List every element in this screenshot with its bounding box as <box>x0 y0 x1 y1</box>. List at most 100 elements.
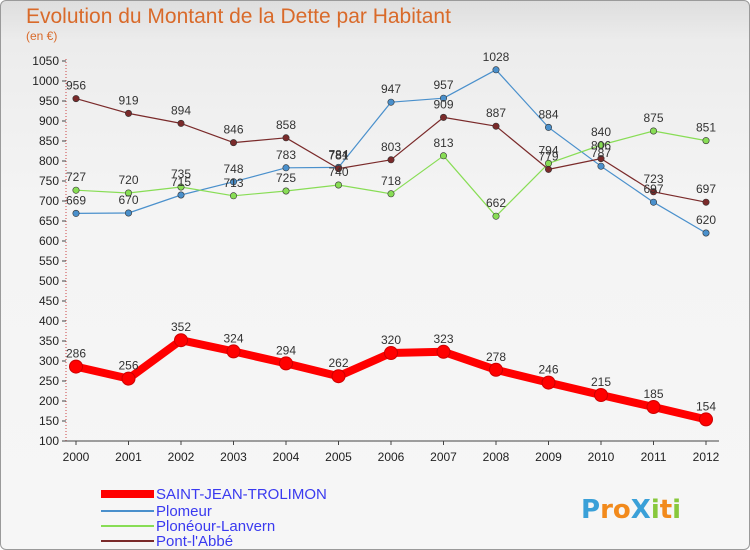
x-tick-label: 2007 <box>430 450 457 464</box>
data-point <box>125 109 133 117</box>
data-point <box>72 209 80 217</box>
y-tick-label: 900 <box>39 114 59 128</box>
data-point <box>702 198 710 206</box>
data-point <box>334 165 342 173</box>
series-layer <box>69 66 713 427</box>
logo-letter: i <box>672 495 681 525</box>
data-label: 806 <box>591 139 611 153</box>
data-point <box>544 123 552 131</box>
y-tick-label: 250 <box>39 374 59 388</box>
logo-letter: i <box>651 495 660 525</box>
y-tick-label: 450 <box>39 294 59 308</box>
data-point <box>439 152 447 160</box>
y-tick-label: 600 <box>39 234 59 248</box>
y-tick-label: 300 <box>39 354 59 368</box>
data-label: 1028 <box>483 50 510 64</box>
data-label: 740 <box>328 165 348 179</box>
data-label: 246 <box>538 363 558 377</box>
data-point <box>439 113 447 121</box>
data-label: 727 <box>66 170 86 184</box>
y-tick-label: 500 <box>39 274 59 288</box>
data-label: 748 <box>223 162 243 176</box>
logo-letter: t <box>660 495 672 525</box>
x-tick-label: 2003 <box>220 450 247 464</box>
data-point <box>597 162 605 170</box>
data-point <box>489 362 503 377</box>
data-label: 858 <box>276 118 296 132</box>
x-tick-label: 2002 <box>168 450 195 464</box>
data-point <box>649 198 657 206</box>
data-label: 286 <box>66 347 86 361</box>
data-label: 620 <box>696 213 716 227</box>
data-point <box>282 134 290 142</box>
x-tick-label: 2005 <box>325 450 352 464</box>
data-labels: 669 670 715 748 783 784 947 957 1028 884 787 697 620… <box>66 50 716 414</box>
logo-letter: X <box>631 495 651 525</box>
data-label: 324 <box>223 331 243 345</box>
data-label: 320 <box>381 333 401 347</box>
y-tick-label: 650 <box>39 214 59 228</box>
data-point <box>72 186 80 194</box>
y-tick-label: 750 <box>39 174 59 188</box>
data-label: 947 <box>381 82 401 96</box>
data-point <box>646 400 661 414</box>
logo-letter: P <box>581 495 600 525</box>
data-label: 697 <box>643 182 663 196</box>
legend-label: Plomeur <box>156 503 212 520</box>
data-label: 697 <box>696 182 716 196</box>
data-point <box>541 375 556 390</box>
x-tick-label: 2004 <box>273 450 300 464</box>
data-label: 262 <box>328 356 348 370</box>
data-point <box>492 66 500 74</box>
data-label: 884 <box>538 107 558 121</box>
data-point <box>384 346 398 360</box>
data-point <box>492 122 500 130</box>
data-label: 352 <box>171 320 191 334</box>
data-point <box>69 359 83 374</box>
data-label: 875 <box>643 111 663 125</box>
data-point <box>125 209 133 217</box>
data-point <box>174 333 188 348</box>
x-tick-label: 2006 <box>378 450 405 464</box>
data-point <box>282 164 290 172</box>
data-label: 720 <box>118 173 138 187</box>
data-label: 185 <box>643 387 663 401</box>
data-label: 919 <box>118 93 138 107</box>
data-point <box>230 178 238 186</box>
data-point <box>649 127 657 135</box>
data-point <box>544 165 552 173</box>
data-label: 784 <box>328 147 348 161</box>
data-label: 779 <box>538 149 558 163</box>
legend-label: Pont-l'Abbé <box>156 533 233 550</box>
data-point <box>226 344 241 359</box>
data-label: 669 <box>66 193 86 207</box>
y-tick-label: 150 <box>39 414 59 428</box>
data-point <box>387 156 395 164</box>
x-tick-label: 2012 <box>693 450 720 464</box>
y-tick-label: 100 <box>39 434 59 448</box>
data-label: 256 <box>118 359 138 373</box>
legend-label: Plonéour-Lanvern <box>156 518 275 535</box>
legend: SAINT-JEAN-TROLIMONPlomeurPlonéour-Lanve… <box>101 486 327 550</box>
data-point <box>387 190 395 198</box>
data-point <box>331 369 346 384</box>
data-label: 723 <box>643 172 663 186</box>
data-label: 894 <box>171 103 191 117</box>
data-label: 713 <box>223 176 243 190</box>
x-tick-label: 2009 <box>535 450 562 464</box>
data-point <box>177 183 185 191</box>
data-label: 725 <box>276 171 296 185</box>
data-label: 956 <box>66 79 86 93</box>
x-tick-label: 2001 <box>115 450 142 464</box>
logo-letter: r <box>600 495 613 525</box>
data-point <box>177 119 185 127</box>
data-label: 215 <box>591 375 611 389</box>
data-label: 803 <box>381 140 401 154</box>
data-point <box>597 141 605 149</box>
chart-subtitle: (en €) <box>26 29 57 43</box>
data-point <box>279 356 293 371</box>
data-label: 840 <box>591 125 611 139</box>
data-point <box>439 94 447 102</box>
data-point <box>594 388 608 402</box>
